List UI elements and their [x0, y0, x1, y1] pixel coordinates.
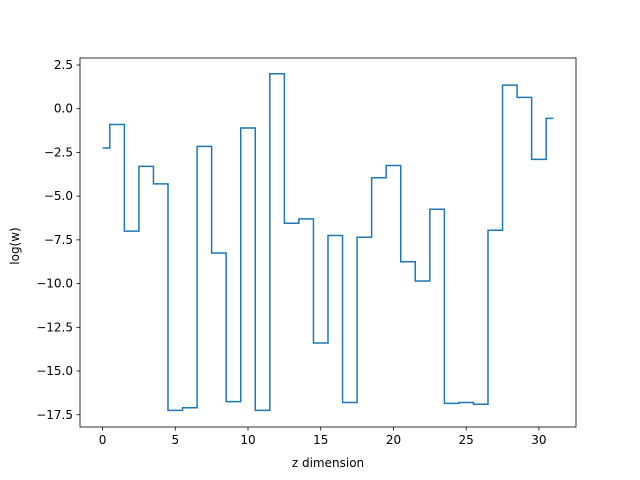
plot-area	[102, 72, 554, 412]
x-tick-label: 25	[459, 433, 474, 447]
y-tick-label: −17.5	[36, 408, 73, 422]
series-line-0	[102, 72, 554, 412]
y-axis-label: log(w)	[8, 227, 22, 264]
y-tick-label: −10.0	[36, 277, 73, 291]
y-tick-label: −2.5	[44, 145, 73, 159]
x-tick-label: 5	[171, 433, 179, 447]
x-tick-label: 30	[531, 433, 546, 447]
y-tick-label: −15.0	[36, 364, 73, 378]
x-tick-label: 10	[240, 433, 255, 447]
x-tick-label: 15	[313, 433, 328, 447]
axes-frame	[79, 57, 577, 428]
x-tick-label: 0	[99, 433, 107, 447]
x-axis-label: z dimension	[292, 456, 364, 470]
y-tick-label: −7.5	[44, 233, 73, 247]
y-tick-label: 2.5	[54, 58, 73, 72]
y-tick-label: 0.0	[54, 102, 73, 116]
y-tick-label: −12.5	[36, 320, 73, 334]
axes: 0 5 10 15 20 25 30 2.5 0.0 −2.5 −5.0 −7.5 −10.0 −12.5…	[36, 57, 577, 447]
y-tick-label: −5.0	[44, 189, 73, 203]
x-tick-label: 20	[386, 433, 401, 447]
